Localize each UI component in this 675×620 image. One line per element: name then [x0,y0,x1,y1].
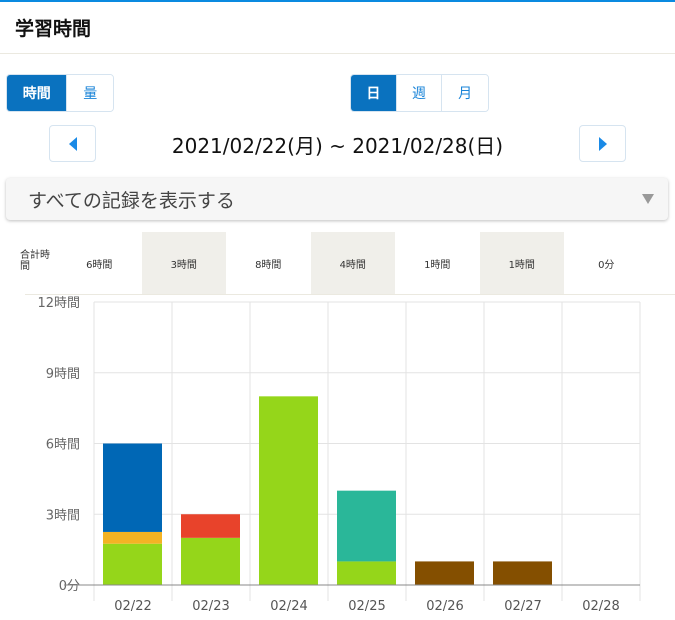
divider [0,53,675,54]
top-accent-bar [0,0,675,2]
mode-toggle: 時間 量 [6,74,114,112]
bar-segment [259,396,318,585]
period-month-button[interactable]: 月 [442,75,488,111]
y-tick-label: 0分 [59,579,80,594]
caret-right-icon [598,136,607,151]
x-tick-label: 02/26 [426,599,463,614]
filter-select-value: すべての記録を表示する [28,190,235,212]
y-tick-label: 9時間 [46,367,80,382]
summary-cell: 6時間 [86,259,113,271]
mode-amount-button[interactable]: 量 [67,75,113,111]
dropdown-arrow-icon [642,194,654,204]
x-tick-label: 02/22 [114,599,151,614]
bar-segment [181,514,240,538]
mode-time-button[interactable]: 時間 [7,75,68,111]
y-tick-label: 3時間 [46,508,80,523]
date-range: 2021/02/22(月) ~ 2021/02/28(日) [171,134,504,158]
page-title: 学習時間 [15,18,92,40]
bar-segment [337,490,396,562]
summary-cell: 8時間 [255,259,282,271]
period-day-button[interactable]: 日 [351,75,397,111]
bar-segment [493,561,552,585]
period-week-button[interactable]: 週 [396,75,443,111]
summary-cell: 4時間 [310,232,395,294]
next-week-button[interactable] [579,125,626,162]
bar-segment [103,543,162,585]
y-tick-label: 12時間 [37,296,80,311]
x-tick-label: 02/27 [504,599,541,614]
summary-cell: 0分 [598,259,615,271]
summary-label: 合計時間 [20,250,50,272]
y-tick-label: 6時間 [46,438,80,453]
period-toggle: 日 週 月 [350,74,489,112]
study-time-chart: 0分 3時間 6時間 9時間 12時間 02/22 02/23 02/24 02/25 02/26… [37,296,641,614]
bar-segment [337,561,396,585]
summary-cell: 3時間 [141,232,226,294]
summary-cell: 1時間 [424,259,451,271]
x-tick-label: 02/24 [270,599,307,614]
summary-row: 6時間 3時間 8時間 4時間 1時間 1時間 0分 [57,232,649,294]
bar-segment [415,561,474,585]
filter-select[interactable]: すべての記録を表示する [6,178,668,220]
x-tick-label: 02/23 [192,599,229,614]
bar-segment [103,531,162,544]
caret-left-icon [68,136,77,151]
bar-segment [103,443,162,532]
summary-cell: 1時間 [479,232,564,294]
x-tick-label: 02/25 [348,599,385,614]
x-tick-label: 02/28 [582,599,619,614]
divider [25,294,675,295]
prev-week-button[interactable] [49,125,96,162]
bar-segment [181,537,240,585]
